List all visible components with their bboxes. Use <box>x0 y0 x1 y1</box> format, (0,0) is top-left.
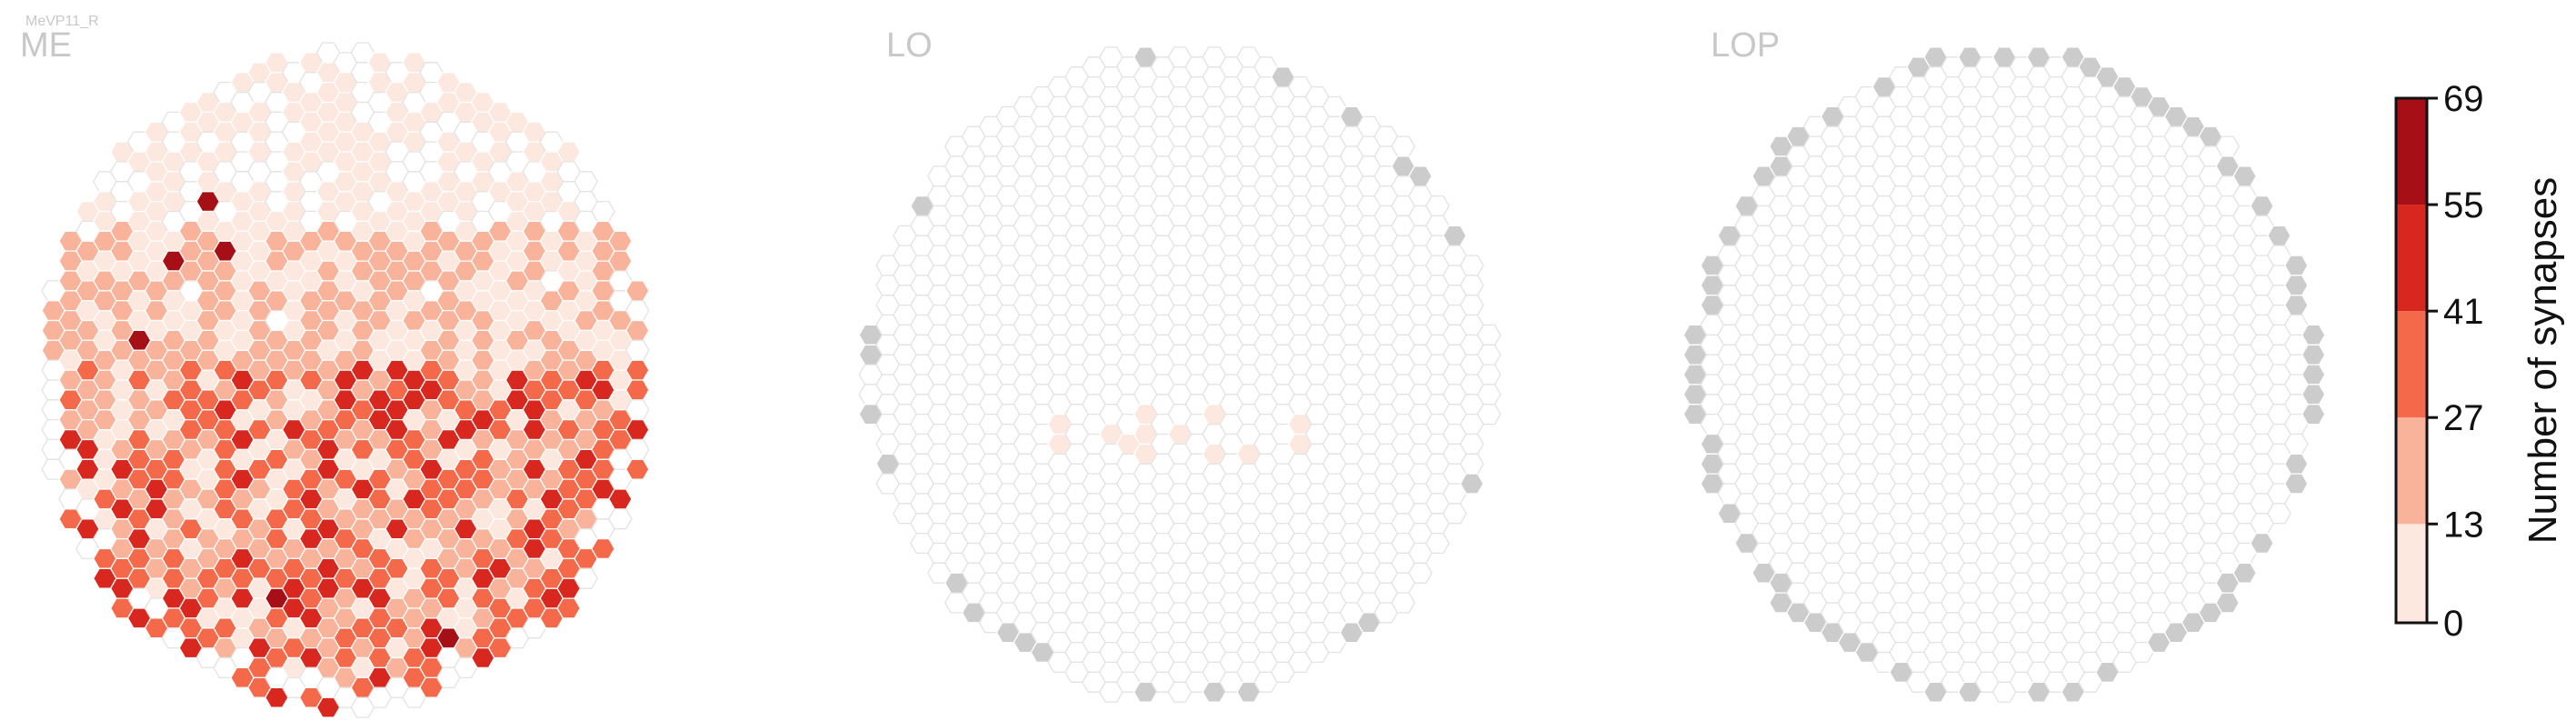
colorbar-tick-label: 13 <box>2443 505 2484 545</box>
colorbar-bin <box>2396 417 2427 525</box>
hex-column <box>1408 562 1433 584</box>
colorbar-tick-label: 0 <box>2443 604 2463 644</box>
hex-column <box>2283 473 2309 495</box>
hex-column <box>608 488 633 510</box>
hex-column <box>624 319 650 342</box>
hex-grid-lo <box>858 46 1502 703</box>
hex-column <box>2215 592 2241 614</box>
hex-column <box>624 438 650 460</box>
hex-column <box>624 418 650 441</box>
hex-column <box>1459 255 1484 276</box>
colorbar-label: Number of synapses <box>2521 177 2565 545</box>
hex-column <box>556 597 582 619</box>
hex-column <box>608 508 633 530</box>
colorbar-tick-label: 41 <box>2443 292 2484 332</box>
hex-column <box>624 339 650 361</box>
panel-me: ME <box>20 26 650 718</box>
hex-column <box>608 230 633 252</box>
colorbar-tick-label: 69 <box>2443 79 2484 119</box>
hex-column <box>1459 295 1484 316</box>
colorbar-ticks: 0 13 27 41 55 69 <box>2427 79 2484 644</box>
colorbar: 0 13 27 41 55 69 Number of synapses <box>2394 79 2565 644</box>
hex-column <box>1476 324 1502 345</box>
hex-column <box>1391 592 1416 614</box>
colorbar-frame <box>2394 96 2429 625</box>
hex-column <box>1391 135 1416 157</box>
hex-column <box>1459 433 1484 455</box>
hex-column <box>2232 165 2257 187</box>
hex-column <box>556 141 582 163</box>
hex-column <box>1425 532 1450 555</box>
panel-title-me: ME <box>20 26 72 65</box>
hex-column <box>2283 255 2309 276</box>
panel-title-lop: LOP <box>1711 26 1780 65</box>
hex-column <box>2250 195 2274 217</box>
hex-column <box>1476 384 1502 406</box>
hex-column <box>624 280 650 302</box>
hex-column <box>1443 503 1467 525</box>
hex-column <box>2283 433 2309 455</box>
hex-column <box>624 359 650 381</box>
panel-lo: LO <box>858 26 1502 703</box>
hex-column <box>2301 364 2326 386</box>
hex-column <box>2267 503 2291 525</box>
colorbar-bin <box>2396 311 2427 418</box>
hex-column <box>2215 135 2241 157</box>
hex-column <box>2267 225 2291 246</box>
hex-column <box>574 567 598 589</box>
colorbar-bin <box>2396 98 2427 205</box>
hex-column <box>591 200 615 223</box>
hex-column <box>1459 275 1484 296</box>
hex-column <box>1425 195 1450 217</box>
panel-lop: LOP <box>1682 26 2326 703</box>
hex-column <box>2301 384 2326 406</box>
figure-supertitle: MeVP11_R <box>25 14 99 29</box>
colorbar-bin <box>2396 524 2427 623</box>
colorbar-bins <box>2396 98 2427 623</box>
hex-column <box>1443 225 1467 246</box>
panel-title-lo: LO <box>886 26 933 65</box>
hex-grid-me <box>41 42 650 718</box>
hex-column <box>624 379 650 401</box>
hex-column <box>1476 404 1502 426</box>
hex-column <box>624 458 650 480</box>
hex-column <box>608 250 633 272</box>
hex-column <box>1476 344 1502 366</box>
hex-column <box>2250 532 2274 555</box>
colorbar-tick-label: 55 <box>2443 185 2484 225</box>
hex-column <box>2283 453 2309 475</box>
hex-column <box>624 399 650 421</box>
hex-column <box>2301 404 2326 426</box>
hex-column <box>624 300 650 322</box>
colorbar-tick-label: 27 <box>2443 398 2484 438</box>
hex-grid-lop <box>1682 46 2326 703</box>
hex-column <box>1408 165 1433 187</box>
hex-column <box>2283 275 2309 296</box>
hex-column <box>574 171 598 193</box>
hex-column <box>2301 344 2326 366</box>
hex-column <box>1459 453 1484 475</box>
hex-column <box>2232 562 2257 584</box>
hex-column <box>2283 295 2309 316</box>
hex-column <box>591 537 615 560</box>
hex-column <box>2301 324 2326 345</box>
colorbar-bin <box>2396 205 2427 312</box>
hex-column <box>1459 473 1484 495</box>
hex-column <box>1476 364 1502 386</box>
